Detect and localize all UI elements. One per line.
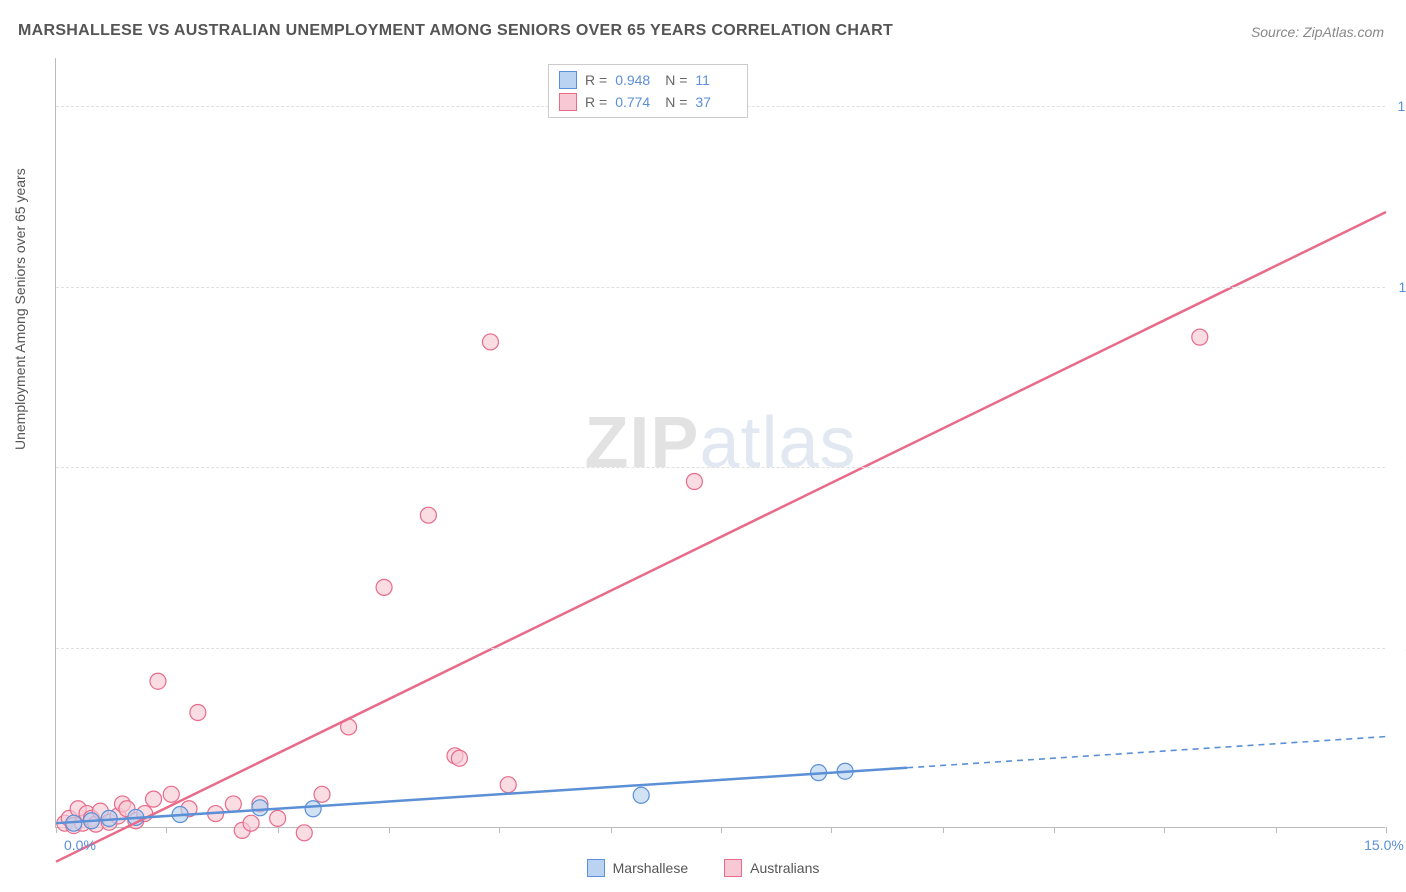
x-tick xyxy=(1164,827,1165,833)
point-australians xyxy=(243,815,259,831)
point-australians xyxy=(146,791,162,807)
point-australians xyxy=(190,705,206,721)
point-australians xyxy=(314,786,330,802)
point-australians xyxy=(420,507,436,523)
x-tick xyxy=(943,827,944,833)
regression-line-australians xyxy=(56,212,1386,862)
point-australians xyxy=(270,810,286,826)
gridline xyxy=(56,648,1385,649)
y-axis-label: Unemployment Among Seniors over 65 years xyxy=(12,168,28,450)
legend-swatch xyxy=(559,93,577,111)
x-tick xyxy=(56,827,57,833)
y-tick-label: 112.5% xyxy=(1390,279,1406,295)
legend-series-label: Marshallese xyxy=(613,860,688,876)
legend-swatch xyxy=(559,71,577,89)
x-min-label: 0.0% xyxy=(64,837,96,853)
gridline xyxy=(56,467,1385,468)
legend-stat-row: R = 0.774 N = 37 xyxy=(549,91,747,113)
x-tick xyxy=(166,827,167,833)
regression-line-marshallese xyxy=(56,768,907,823)
point-australians xyxy=(451,750,467,766)
legend-n-label: N = xyxy=(665,72,687,88)
x-tick xyxy=(1386,827,1387,833)
point-marshallese xyxy=(252,800,268,816)
x-tick xyxy=(831,827,832,833)
point-australians xyxy=(500,777,516,793)
plot-svg xyxy=(56,58,1385,827)
regression-line-marshallese-extrapolated xyxy=(907,737,1386,768)
point-marshallese xyxy=(633,787,649,803)
x-tick xyxy=(499,827,500,833)
legend-r-value: 0.774 xyxy=(615,94,657,110)
point-australians xyxy=(225,796,241,812)
x-tick xyxy=(721,827,722,833)
legend-r-label: R = xyxy=(585,94,607,110)
chart-title: MARSHALLESE VS AUSTRALIAN UNEMPLOYMENT A… xyxy=(18,22,893,40)
y-tick-label: 75.0% xyxy=(1390,459,1406,475)
source-attribution: Source: ZipAtlas.com xyxy=(1251,24,1384,40)
correlation-chart: MARSHALLESE VS AUSTRALIAN UNEMPLOYMENT A… xyxy=(0,0,1406,892)
point-australians xyxy=(150,673,166,689)
x-tick xyxy=(1276,827,1277,833)
legend-r-value: 0.948 xyxy=(615,72,657,88)
legend-swatch xyxy=(587,859,605,877)
legend-swatch xyxy=(724,859,742,877)
legend-series-item: Marshallese xyxy=(587,859,688,877)
gridline xyxy=(56,287,1385,288)
legend-correlation-stats: R = 0.948 N = 11 R = 0.774 N = 37 xyxy=(548,64,748,118)
x-tick xyxy=(389,827,390,833)
legend-r-label: R = xyxy=(585,72,607,88)
y-tick-label: 37.5% xyxy=(1390,640,1406,656)
point-australians xyxy=(482,334,498,350)
x-tick xyxy=(611,827,612,833)
point-australians xyxy=(1192,329,1208,345)
legend-series-label: Australians xyxy=(750,860,819,876)
x-tick xyxy=(278,827,279,833)
point-marshallese xyxy=(305,801,321,817)
point-australians xyxy=(163,786,179,802)
point-australians xyxy=(376,579,392,595)
legend-series: Marshallese Australians xyxy=(0,859,1406,880)
x-max-label: 15.0% xyxy=(1364,837,1404,853)
point-australians xyxy=(686,474,702,490)
y-tick-label: 150.0% xyxy=(1390,98,1406,114)
legend-stat-row: R = 0.948 N = 11 xyxy=(549,69,747,91)
plot-area: ZIPatlas 37.5%75.0%112.5%150.0%0.0%15.0% xyxy=(55,58,1385,828)
legend-n-label: N = xyxy=(665,94,687,110)
legend-n-value: 37 xyxy=(695,94,737,110)
legend-n-value: 11 xyxy=(695,72,737,88)
point-australians xyxy=(296,825,312,841)
x-tick xyxy=(1054,827,1055,833)
legend-series-item: Australians xyxy=(724,859,819,877)
